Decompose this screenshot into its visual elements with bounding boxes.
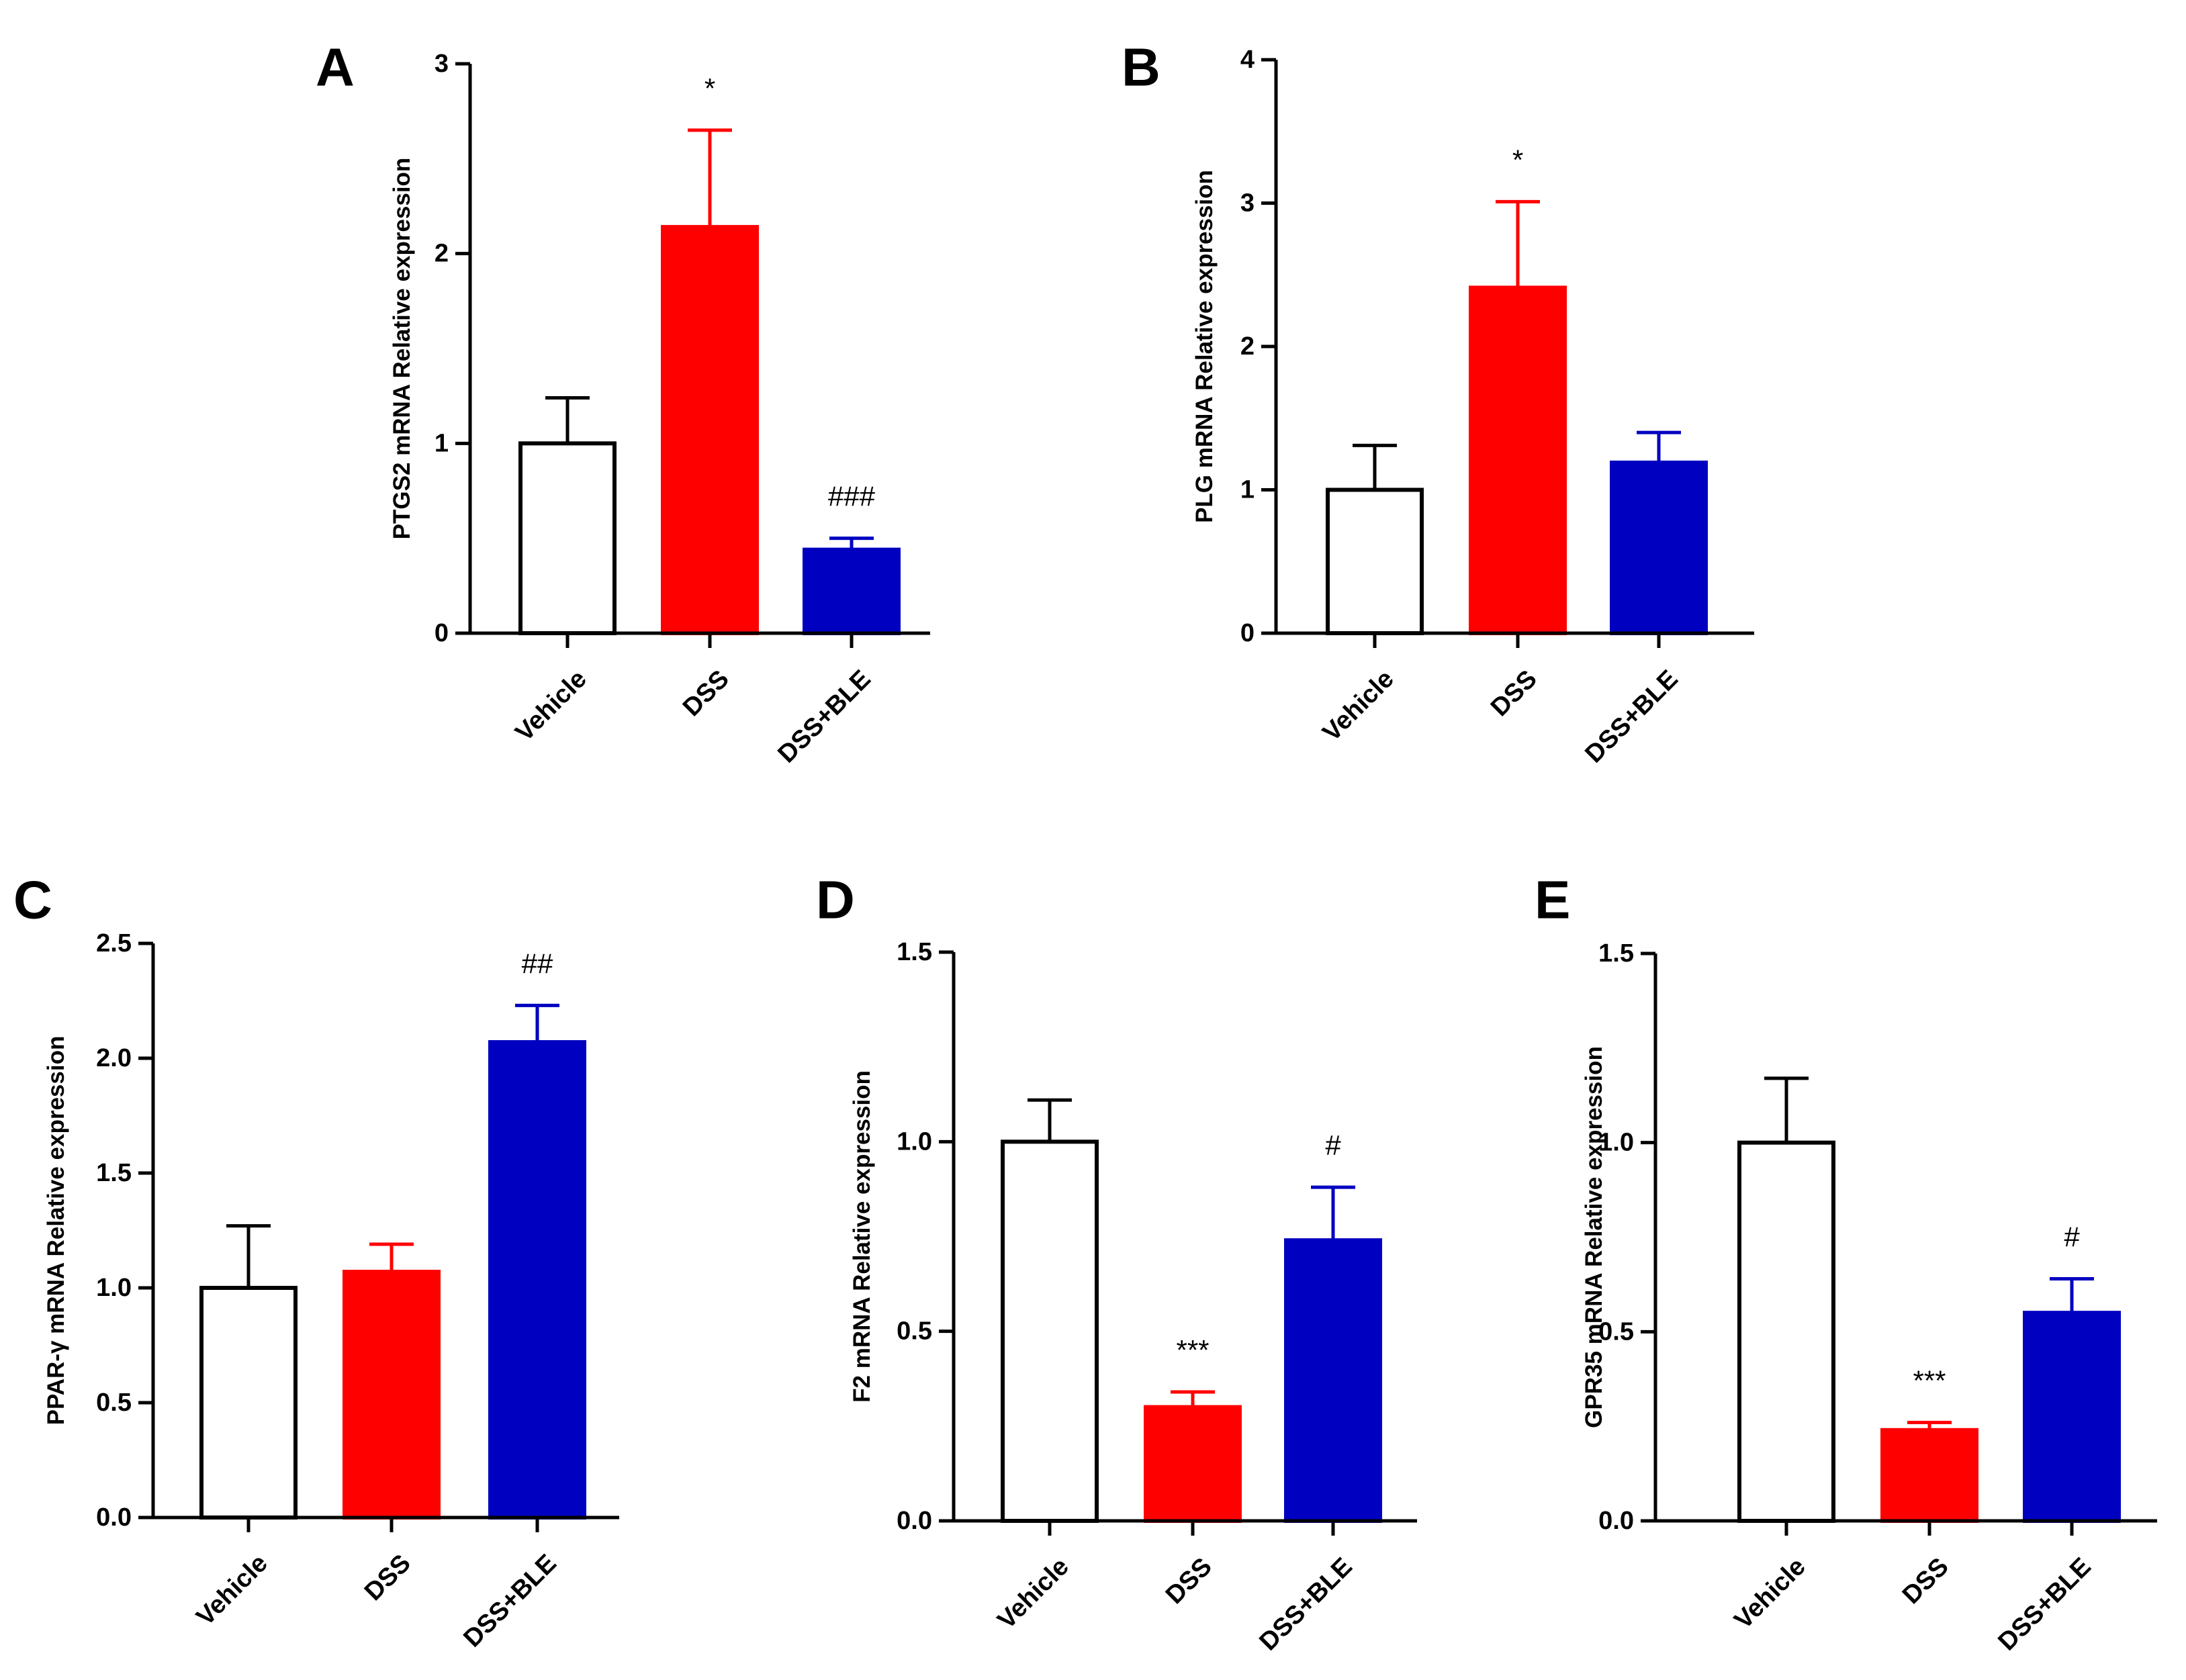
y-tick-label: 0.5 — [1598, 1317, 1634, 1346]
y-tick-label: 0.0 — [96, 1503, 132, 1532]
y-tick-label: 0.5 — [96, 1389, 132, 1417]
bar-vehicle — [199, 1286, 298, 1520]
bar-dss — [661, 225, 759, 635]
chart-panel-b: B PLG mRNA Relative expression Vehicle * DSS… — [1122, 38, 1754, 769]
y-axis-title: F2 mRNA Relative expression — [849, 1070, 875, 1403]
x-tick-label: DSS+BLE — [1580, 665, 1683, 768]
y-tick-label: 1.0 — [1598, 1129, 1634, 1157]
y-tick-label: 3 — [435, 50, 449, 78]
y-axis-title: PLG mRNA Relative expression — [1191, 170, 1218, 523]
panel-letter: E — [1535, 870, 1570, 930]
chart-panel-a: A PTGS2 mRNA Relative expression Vehicle * D… — [316, 38, 930, 769]
y-tick-label: 1.0 — [897, 1127, 932, 1156]
y-tick-label: 0.0 — [897, 1507, 932, 1535]
y-tick-label: 1.5 — [96, 1159, 132, 1187]
bar-vehicle — [1326, 487, 1424, 635]
bar-dss-ble — [2023, 1311, 2121, 1523]
bar-dss — [1880, 1428, 1978, 1524]
bar-vehicle — [518, 441, 617, 635]
x-tick-label: DSS — [1486, 665, 1543, 722]
x-tick-label: Vehicle — [1318, 665, 1400, 747]
y-tick-label: 1 — [1240, 476, 1255, 504]
y-axis-title: GPR35 mRNA Relative expression — [1581, 1046, 1607, 1428]
x-tick-label: DSS — [678, 665, 735, 722]
chart-panel-d: D F2 mRNA Relative expression Vehicle *** DS… — [816, 870, 1417, 1656]
panel-letter: D — [816, 870, 855, 930]
significance-label: # — [2064, 1221, 2080, 1252]
y-tick-label: 4 — [1240, 46, 1255, 74]
bar-dss — [1144, 1405, 1242, 1524]
x-tick-label: DSS — [359, 1549, 416, 1606]
panel-letter: A — [316, 38, 355, 97]
y-tick-label: 0 — [1240, 619, 1255, 647]
x-tick-label: DSS+BLE — [458, 1549, 561, 1652]
x-tick-label: Vehicle — [993, 1552, 1075, 1634]
bar-dss-ble — [488, 1040, 586, 1520]
y-tick-label: 2.5 — [96, 929, 132, 958]
significance-label: * — [704, 73, 715, 104]
bar-vehicle — [1001, 1139, 1099, 1524]
x-tick-label: DSS+BLE — [772, 665, 876, 768]
x-tick-label: Vehicle — [1729, 1552, 1811, 1634]
bar-dss-ble — [803, 547, 901, 635]
y-tick-label: 0.5 — [897, 1317, 932, 1346]
chart-panel-c: C PPAR-γ mRNA Relative expression Vehicle D… — [13, 870, 619, 1653]
bar-dss-ble — [1610, 460, 1708, 635]
x-tick-label: DSS — [1897, 1552, 1954, 1609]
y-tick-label: 1.5 — [897, 938, 932, 966]
x-tick-label: DSS — [1160, 1552, 1218, 1609]
y-tick-label: 2 — [435, 240, 449, 268]
x-tick-label: Vehicle — [510, 665, 592, 747]
y-tick-label: 2.0 — [96, 1044, 132, 1072]
y-tick-label: 0.0 — [1598, 1507, 1634, 1535]
significance-label: ### — [828, 481, 876, 512]
bar-dss — [343, 1270, 441, 1520]
y-tick-label: 1.5 — [1598, 939, 1634, 968]
y-tick-label: 1 — [435, 429, 449, 457]
significance-label: # — [1325, 1129, 1341, 1161]
panel-letter: C — [13, 870, 52, 930]
bar-dss — [1469, 285, 1567, 635]
significance-label: ## — [522, 947, 553, 979]
significance-label: *** — [1176, 1334, 1209, 1366]
y-tick-label: 2 — [1240, 332, 1255, 361]
x-tick-label: Vehicle — [191, 1549, 273, 1631]
x-tick-label: DSS+BLE — [1254, 1552, 1357, 1656]
y-tick-label: 0 — [435, 619, 449, 647]
y-tick-label: 3 — [1240, 189, 1255, 218]
bar-vehicle — [1737, 1140, 1835, 1523]
panel-letter: B — [1122, 38, 1160, 97]
significance-label: * — [1512, 144, 1523, 175]
significance-label: *** — [1913, 1365, 1946, 1397]
bar-dss-ble — [1284, 1238, 1382, 1523]
y-axis-title: PPAR-γ mRNA Relative expression — [43, 1036, 69, 1426]
x-tick-label: DSS+BLE — [1993, 1552, 2096, 1656]
y-tick-label: 1.0 — [96, 1274, 132, 1302]
chart-panel-e: E GPR35 mRNA Relative expression Vehicle **… — [1535, 870, 2157, 1656]
y-axis-title: PTGS2 mRNA Relative expression — [389, 158, 415, 540]
